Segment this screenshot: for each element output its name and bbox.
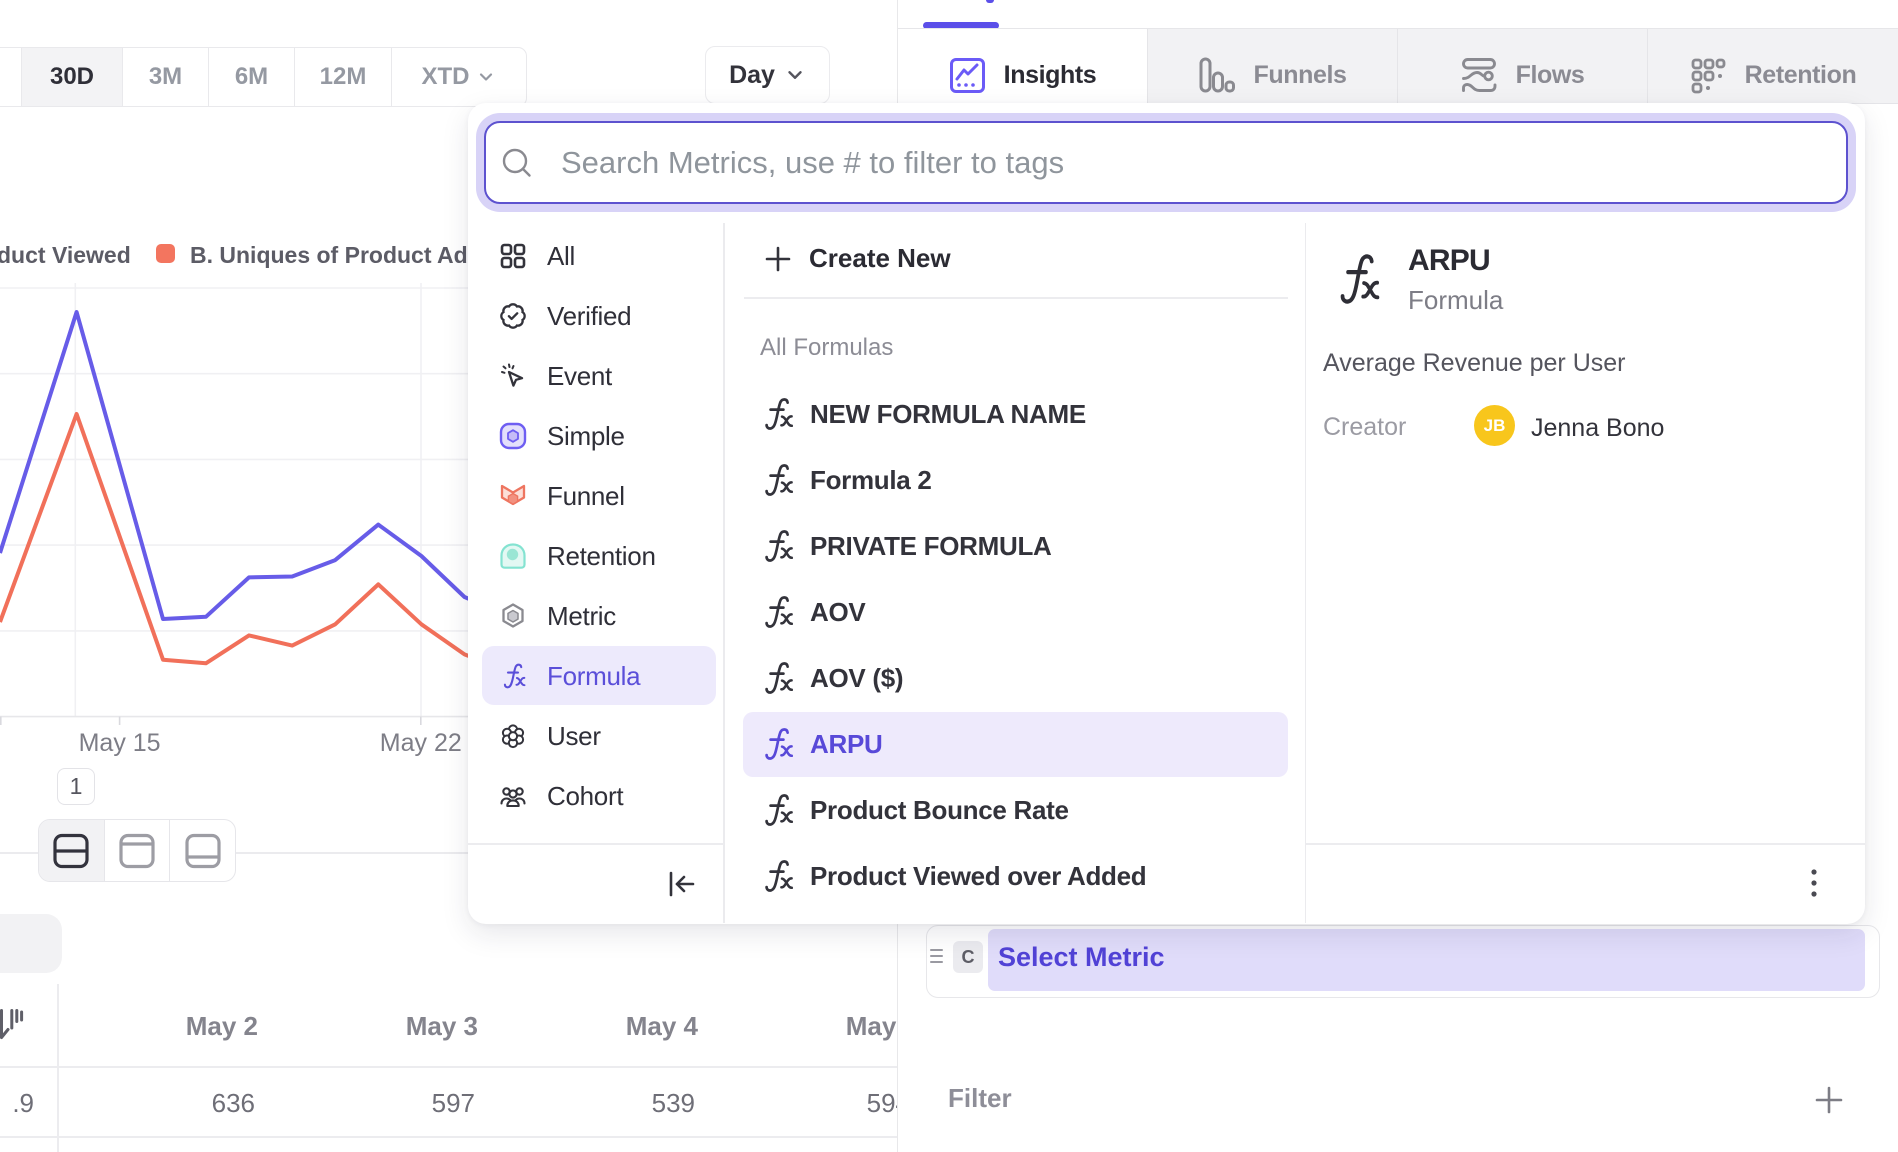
svg-text:May 22: May 22 <box>380 729 462 757</box>
svg-text:May 15: May 15 <box>79 729 161 757</box>
